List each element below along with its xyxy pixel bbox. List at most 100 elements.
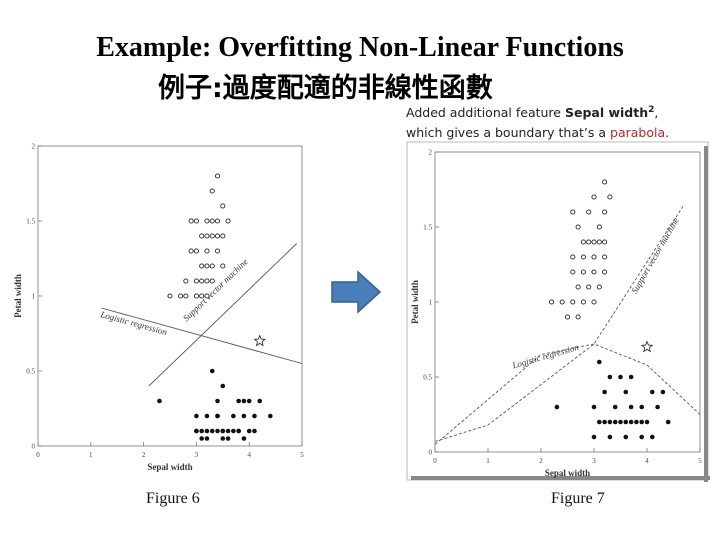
annotation-superscript: 2 (648, 105, 655, 115)
x-tick-label: 4 (645, 457, 649, 465)
x-tick-label: 4 (247, 451, 251, 459)
x-tick-label: 0 (36, 451, 40, 459)
data-point-open (204, 233, 210, 239)
svm-line-label: Support vector machine (181, 256, 250, 323)
data-point-open (596, 284, 602, 290)
annotation-comma: , (654, 105, 659, 121)
y-tick-label: 1 (32, 293, 36, 301)
data-point-open (209, 233, 215, 239)
data-point-open (214, 173, 221, 179)
frame-shadow-bottom (411, 476, 710, 480)
y-tick-label: 0 (32, 443, 36, 451)
data-point-open (559, 299, 565, 305)
annotation-period: . (665, 125, 670, 141)
data-point-filled (628, 404, 634, 410)
data-point-open (199, 293, 205, 299)
data-point-filled (204, 436, 210, 441)
logistic-line-label: Logistic regression (98, 309, 168, 337)
data-point-open (183, 278, 189, 284)
data-point-filled (252, 428, 257, 434)
slide-title: Example: Overfitting Non-Linear Function… (96, 32, 624, 63)
data-point-filled (209, 428, 215, 434)
data-point-filled (628, 374, 634, 380)
data-point-filled (639, 434, 644, 440)
data-point-filled (199, 436, 204, 441)
x-tick-label: 3 (592, 457, 596, 465)
y-tick-label: 1.5 (26, 218, 35, 226)
data-point-filled (194, 413, 199, 419)
data-point-open (570, 254, 576, 260)
data-point-filled (204, 413, 210, 419)
data-point-filled (157, 398, 162, 404)
data-point-filled (639, 404, 644, 410)
data-point-open (204, 218, 210, 224)
figure-7-caption: Figure 7 (551, 490, 605, 507)
data-point-filled (215, 413, 220, 419)
y-tick-label: 0.5 (423, 374, 432, 382)
data-point-filled (231, 428, 236, 434)
data-point-filled (655, 404, 660, 410)
data-point-open (596, 239, 602, 245)
data-point-open (220, 263, 226, 269)
data-point-open (607, 194, 613, 200)
data-point-star (640, 340, 654, 353)
data-point-filled (607, 419, 613, 425)
data-point-open (570, 209, 576, 215)
data-point-open (204, 248, 210, 254)
y-tick-label: 1.5 (423, 224, 432, 232)
x-tick-label: 1 (486, 457, 490, 465)
boundary-line (434, 204, 685, 442)
data-point-open (193, 293, 199, 299)
y-tick-label: 2 (429, 149, 433, 157)
data-point-open (586, 239, 592, 245)
data-point-open (591, 239, 597, 245)
data-point-open (193, 248, 199, 254)
data-point-filled (204, 428, 210, 434)
data-point-filled (612, 404, 618, 410)
figure-6-caption: Figure 6 (146, 490, 200, 507)
data-point-open (591, 269, 597, 275)
data-point-open (183, 293, 189, 299)
data-point-filled (644, 419, 650, 425)
x-axis-label: Sepal width (147, 462, 192, 472)
data-point-filled (607, 374, 613, 380)
data-point-open (225, 218, 231, 224)
data-point-open (209, 263, 215, 269)
slide-subtitle: 例子:過度配適的非線性函數 (158, 73, 493, 104)
y-tick-label: 2 (32, 143, 36, 151)
data-point-open (209, 218, 215, 224)
data-point-filled (607, 434, 613, 440)
data-point-filled (618, 419, 623, 425)
data-point-open (220, 203, 226, 209)
annotation-bold-feature: Sepal width (564, 105, 649, 121)
data-point-open (204, 278, 210, 284)
data-point-open (596, 224, 602, 230)
data-point-open (193, 278, 199, 284)
data-point-open (591, 194, 597, 200)
boundary-line (434, 343, 701, 445)
frame-shadow-right (704, 146, 708, 482)
data-point-open (580, 254, 586, 260)
data-point-open (575, 284, 581, 290)
data-point-filled (241, 398, 247, 404)
data-point-open (575, 314, 581, 320)
data-point-filled (215, 428, 220, 434)
data-point-open (199, 278, 205, 284)
data-point-open (575, 224, 581, 230)
data-point-filled (220, 436, 226, 441)
data-point-filled (597, 419, 602, 425)
data-point-open (586, 284, 592, 290)
data-point-filled (220, 428, 226, 434)
y-axis-label: Petal width (13, 274, 23, 318)
data-point-filled (236, 428, 241, 434)
y-tick-label: 0.5 (26, 368, 35, 376)
boundary-line (148, 243, 298, 387)
y-tick-label: 0 (429, 449, 433, 457)
data-point-filled (628, 419, 634, 425)
annotation-text-part: Added additional feature (406, 105, 565, 121)
data-point-open (570, 269, 576, 275)
x-tick-label: 5 (300, 451, 304, 459)
data-point-filled (225, 428, 231, 434)
